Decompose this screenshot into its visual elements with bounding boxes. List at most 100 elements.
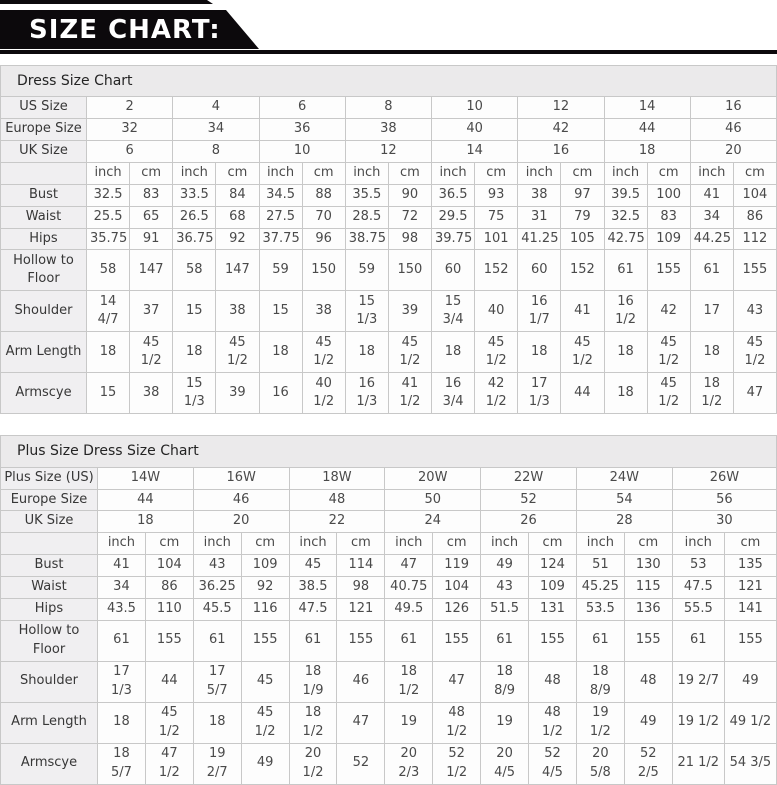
measure-value-cell: 18 [192,701,242,744]
measure-value-cell: 18 1/9 [288,660,338,703]
measure-value-cell: 45 1/2 [215,331,260,374]
size-value-cell: 10 [258,139,346,163]
unit-cm-cell: cm [732,161,777,185]
row-label-cell: Waist [0,576,98,599]
measure-value-cell: 33.5 [172,183,217,207]
unit-inch-cell: inch [603,161,648,185]
measure-value-cell: 150 [387,249,433,292]
size-value-cell: 50 [384,488,482,512]
measure-value-cell: 43 [732,290,777,333]
measure-value-cell: 41 [560,290,605,333]
measure-value-cell: 37.75 [258,227,303,251]
measure-value-cell: 126 [432,597,482,621]
measure-value-cell: 49 [623,701,673,744]
size-value-cell: 18 [603,139,691,163]
measure-value-cell: 45 1/2 [646,372,691,415]
measure-value-cell: 72 [387,205,433,229]
size-value-cell: 44 [603,118,691,141]
measure-value-cell: 116 [240,597,290,621]
measure-value-cell: 41.25 [517,227,562,251]
measure-value-cell: 52 4/5 [528,742,577,785]
measure-value-cell: 61 [480,619,530,662]
measure-value-cell: 35.75 [85,227,131,251]
measure-row: Shoulder 17 1/3 44 17 5/7 45 18 1/9 46 18 1/2 47… [0,660,777,703]
size-value-cell: 10 [430,96,519,120]
measure-value-cell: 46 [336,660,386,703]
measure-value-cell: 34.5 [258,183,303,207]
unit-cm-cell: cm [240,532,290,556]
unit-cm-cell: cm [215,161,260,185]
measure-row: Hips 35.75 91 36.75 92 37.75 96 38.75 98 39.75 101… [0,227,777,251]
measure-value-cell: 35.5 [344,183,389,207]
size-value-cell: 14 [603,96,691,120]
measure-value-cell: 45 1/2 [129,331,174,374]
measure-value-cell: 52 2/5 [623,742,673,785]
table-body: Dress Size Chart US Size 2 4 6 8 10 12 14 16 Europ… [0,64,777,415]
unit-cm-cell: cm [474,161,519,185]
size-value-cell: 52 [480,488,577,512]
measure-value-cell: 55.5 [671,597,725,621]
measure-value-cell: 65 [129,205,174,229]
measure-value-cell: 16 3/4 [430,372,476,415]
measure-value-cell: 121 [336,597,386,621]
measure-value-cell: 61 [97,619,146,662]
measure-value-cell: 47 [384,554,434,578]
measure-value-cell: 32.5 [603,205,648,229]
measure-value-cell: 42 [646,290,691,333]
row-label-cell: Arm Length [0,331,87,374]
measure-value-cell: 104 [732,183,777,207]
size-value-cell: 8 [172,139,260,163]
measure-value-cell: 16 1/3 [344,372,389,415]
measure-value-cell: 121 [723,576,777,599]
measure-value-cell: 86 [732,205,777,229]
measure-value-cell: 155 [336,619,386,662]
size-value-cell: 46 [192,488,290,512]
measure-value-cell: 26.5 [172,205,217,229]
measure-value-cell: 18 [517,331,562,374]
size-value-cell: 14 [430,139,519,163]
measure-value-cell: 45 1/2 [240,701,290,744]
measure-value-cell: 18 1/2 [288,701,338,744]
measure-value-cell: 52 [336,742,386,785]
measure-value-cell: 155 [646,249,691,292]
measure-value-cell: 18 [603,372,648,415]
unit-inch-cell: inch [258,161,303,185]
unit-row: inch cm inch cm inch cm inch cm inch cm inch cm inch… [0,532,777,556]
size-value-cell: 16 [689,96,777,120]
measure-value-cell: 45 1/2 [560,331,605,374]
unit-inch-cell: inch [288,532,338,556]
size-value-cell: 46 [689,118,777,141]
size-value-cell: 34 [172,118,260,141]
row-label-cell: Europe Size [0,118,87,141]
size-value-cell: 12 [344,139,433,163]
measure-value-cell: 45 1/2 [474,331,519,374]
measure-value-cell: 155 [528,619,577,662]
size-table: Plus Size Dress Size Chart Plus Size (US)… [0,435,777,785]
measure-value-cell: 45 1/2 [387,331,433,374]
measure-value-cell: 41 [97,554,146,578]
measure-value-cell: 91 [129,227,174,251]
measure-value-cell: 48 1/2 [432,701,482,744]
row-label-cell: Hips [0,597,98,621]
size-value-cell: 20 [192,510,290,534]
size-value-cell: 2 [85,96,174,120]
measure-value-cell: 18 [603,331,648,374]
measure-value-cell: 17 [689,290,734,333]
size-value-cell: 32 [85,118,174,141]
measure-value-cell: 44.25 [689,227,734,251]
measure-value-cell: 20 2/3 [384,742,434,785]
measure-value-cell: 48 [623,660,673,703]
measure-value-cell: 31 [517,205,562,229]
measure-value-cell: 15 3/4 [430,290,476,333]
unit-cm-cell: cm [432,532,482,556]
row-label-cell: Hips [0,227,87,251]
measure-value-cell: 88 [301,183,346,207]
measure-value-cell: 41 [689,183,734,207]
measure-value-cell: 38 [215,290,260,333]
measure-value-cell: 17 1/3 [97,660,146,703]
measure-value-cell: 93 [474,183,519,207]
measure-value-cell: 40 [474,290,519,333]
measure-value-cell: 135 [723,554,777,578]
measure-value-cell: 36.5 [430,183,476,207]
row-label-cell: UK Size [0,510,98,534]
